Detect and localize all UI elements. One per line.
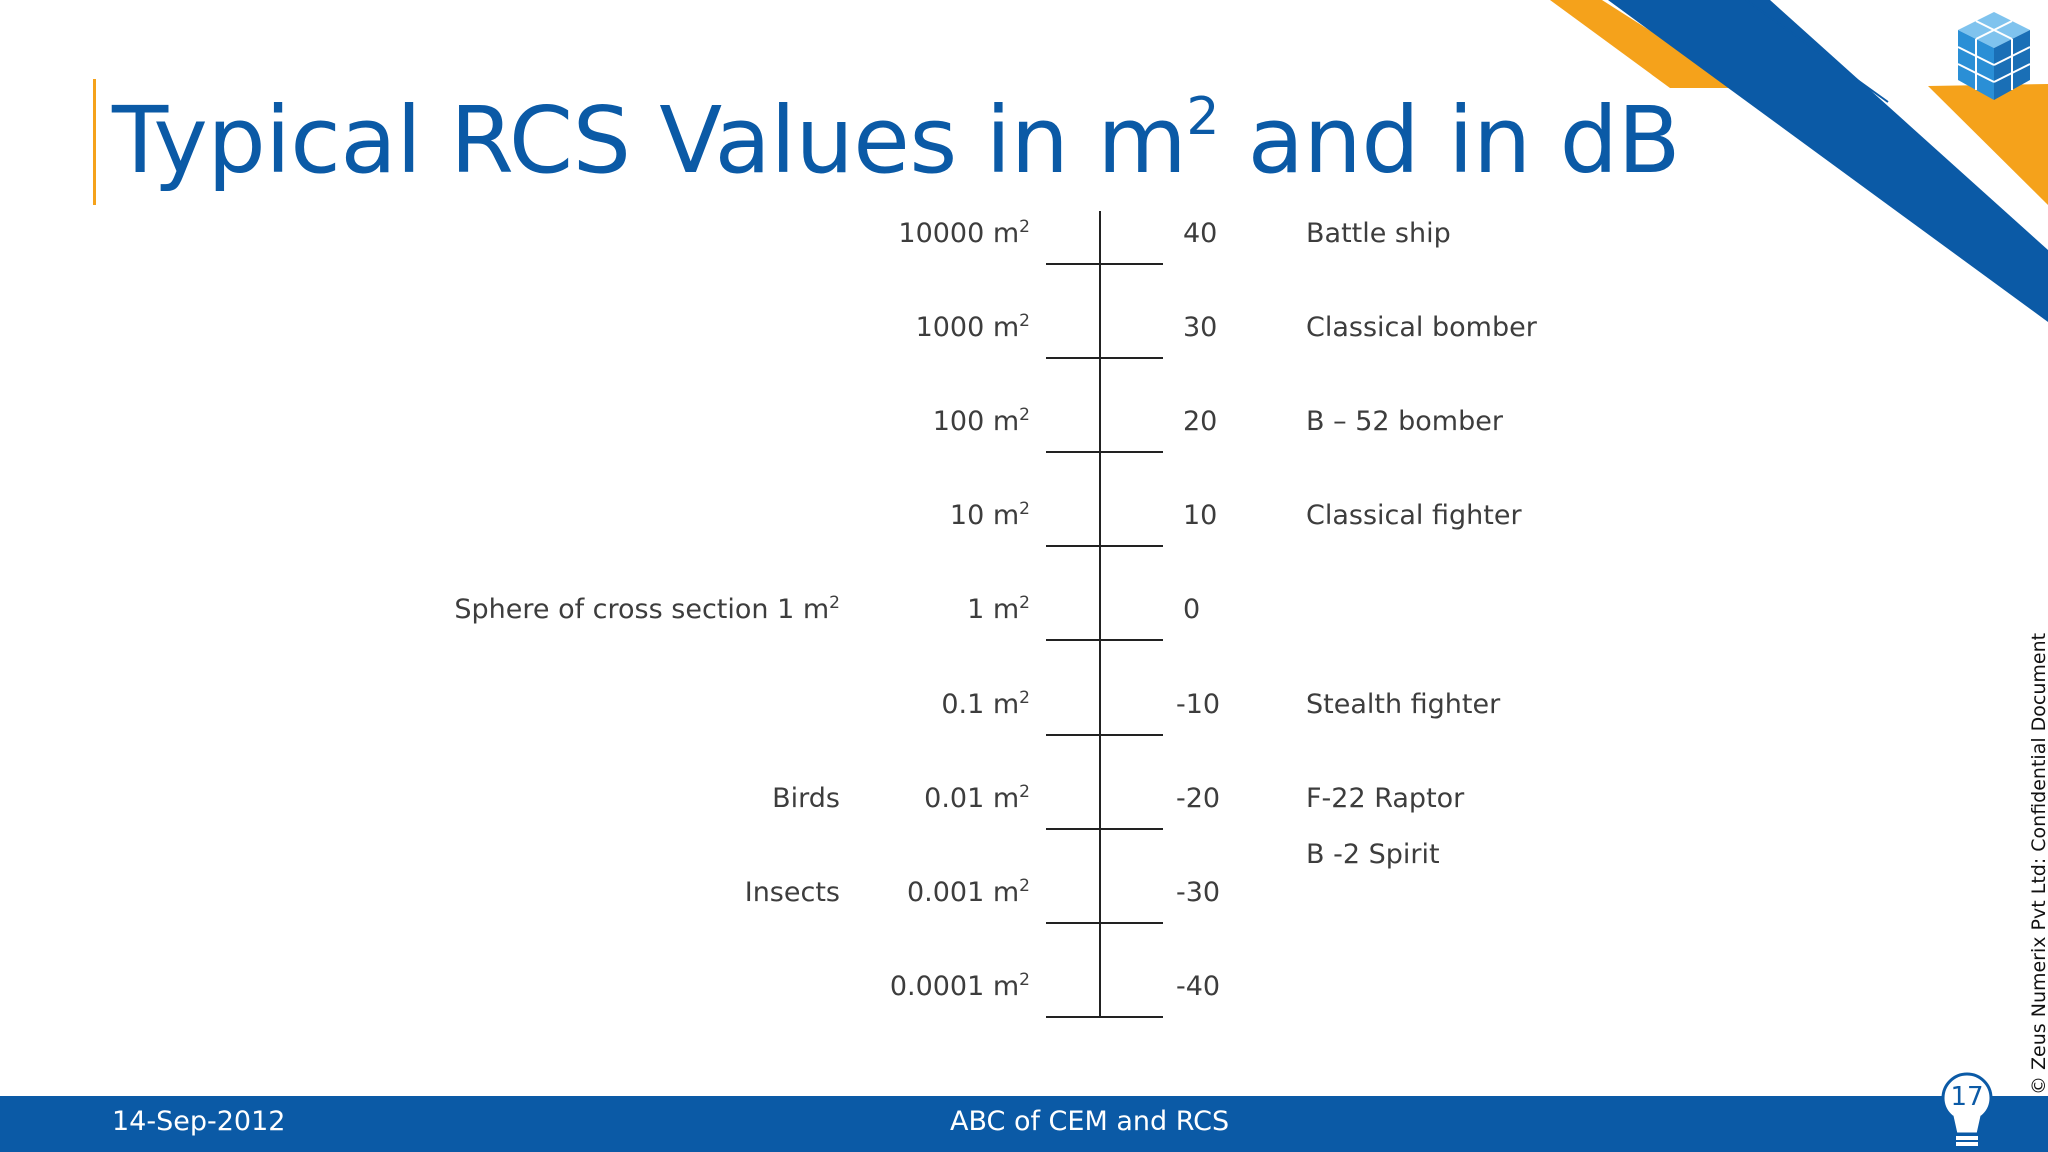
scale-tick xyxy=(1046,451,1163,453)
title-accent-bar xyxy=(93,79,96,205)
lightbulb-icon xyxy=(1941,1072,1993,1146)
scale-tick xyxy=(1046,357,1163,359)
copyright-note: © Zeus Numerix Pvt Ltd: Confidential Doc… xyxy=(2028,632,2048,1095)
corner-stripes xyxy=(1550,0,2048,322)
object-label: Classical bomber xyxy=(1306,312,1537,343)
area-label: 100 m2 xyxy=(932,405,1030,437)
scale-tick xyxy=(1046,828,1163,830)
db-label: 20 xyxy=(1183,406,1218,437)
object-label-b2-spirit: B -2 Spirit xyxy=(1306,839,1440,870)
scale-tick xyxy=(1046,263,1163,265)
area-label: 1 m2 xyxy=(967,593,1030,625)
area-label: 0.01 m2 xyxy=(924,782,1030,814)
area-label: 0.1 m2 xyxy=(941,688,1030,720)
scale-tick xyxy=(1046,922,1163,924)
area-label: 0.001 m2 xyxy=(906,876,1030,908)
db-label: -30 xyxy=(1176,877,1221,908)
object-label: Stealth fighter xyxy=(1306,689,1501,720)
object-label: B – 52 bomber xyxy=(1306,406,1503,437)
object-label: F-22 Raptor xyxy=(1306,783,1465,814)
area-label: 10000 m2 xyxy=(898,217,1030,249)
db-label: -40 xyxy=(1176,971,1221,1002)
left-object-label: Sphere of cross section 1 m2 xyxy=(454,593,840,625)
footer-date: 14-Sep-2012 xyxy=(112,1106,286,1137)
scale-tick xyxy=(1046,545,1163,547)
db-label: 0 xyxy=(1183,594,1201,625)
object-label: Classical fighter xyxy=(1306,500,1522,531)
left-object-label: Birds xyxy=(772,783,840,814)
area-label: 0.0001 m2 xyxy=(889,970,1030,1002)
db-label: 30 xyxy=(1183,312,1218,343)
object-label: Battle ship xyxy=(1306,218,1451,249)
area-label: 1000 m2 xyxy=(915,311,1030,343)
slide-title: Typical RCS Values in m2 and in dB xyxy=(112,87,1681,194)
db-label: -20 xyxy=(1176,783,1221,814)
db-label: 10 xyxy=(1183,500,1218,531)
scale-axis xyxy=(1099,211,1101,1017)
footer-title: ABC of CEM and RCS xyxy=(950,1106,1230,1137)
scale-tick xyxy=(1046,734,1163,736)
db-label: -10 xyxy=(1176,689,1221,720)
cube-logo-icon xyxy=(1957,12,2031,100)
scale-tick xyxy=(1046,1016,1163,1018)
scale-tick xyxy=(1046,639,1163,641)
left-object-label: Insects xyxy=(744,877,840,908)
page-number: 17 xyxy=(1950,1082,1984,1112)
footer-bar xyxy=(0,1096,2048,1152)
db-label: 40 xyxy=(1183,218,1218,249)
area-label: 10 m2 xyxy=(949,499,1030,531)
